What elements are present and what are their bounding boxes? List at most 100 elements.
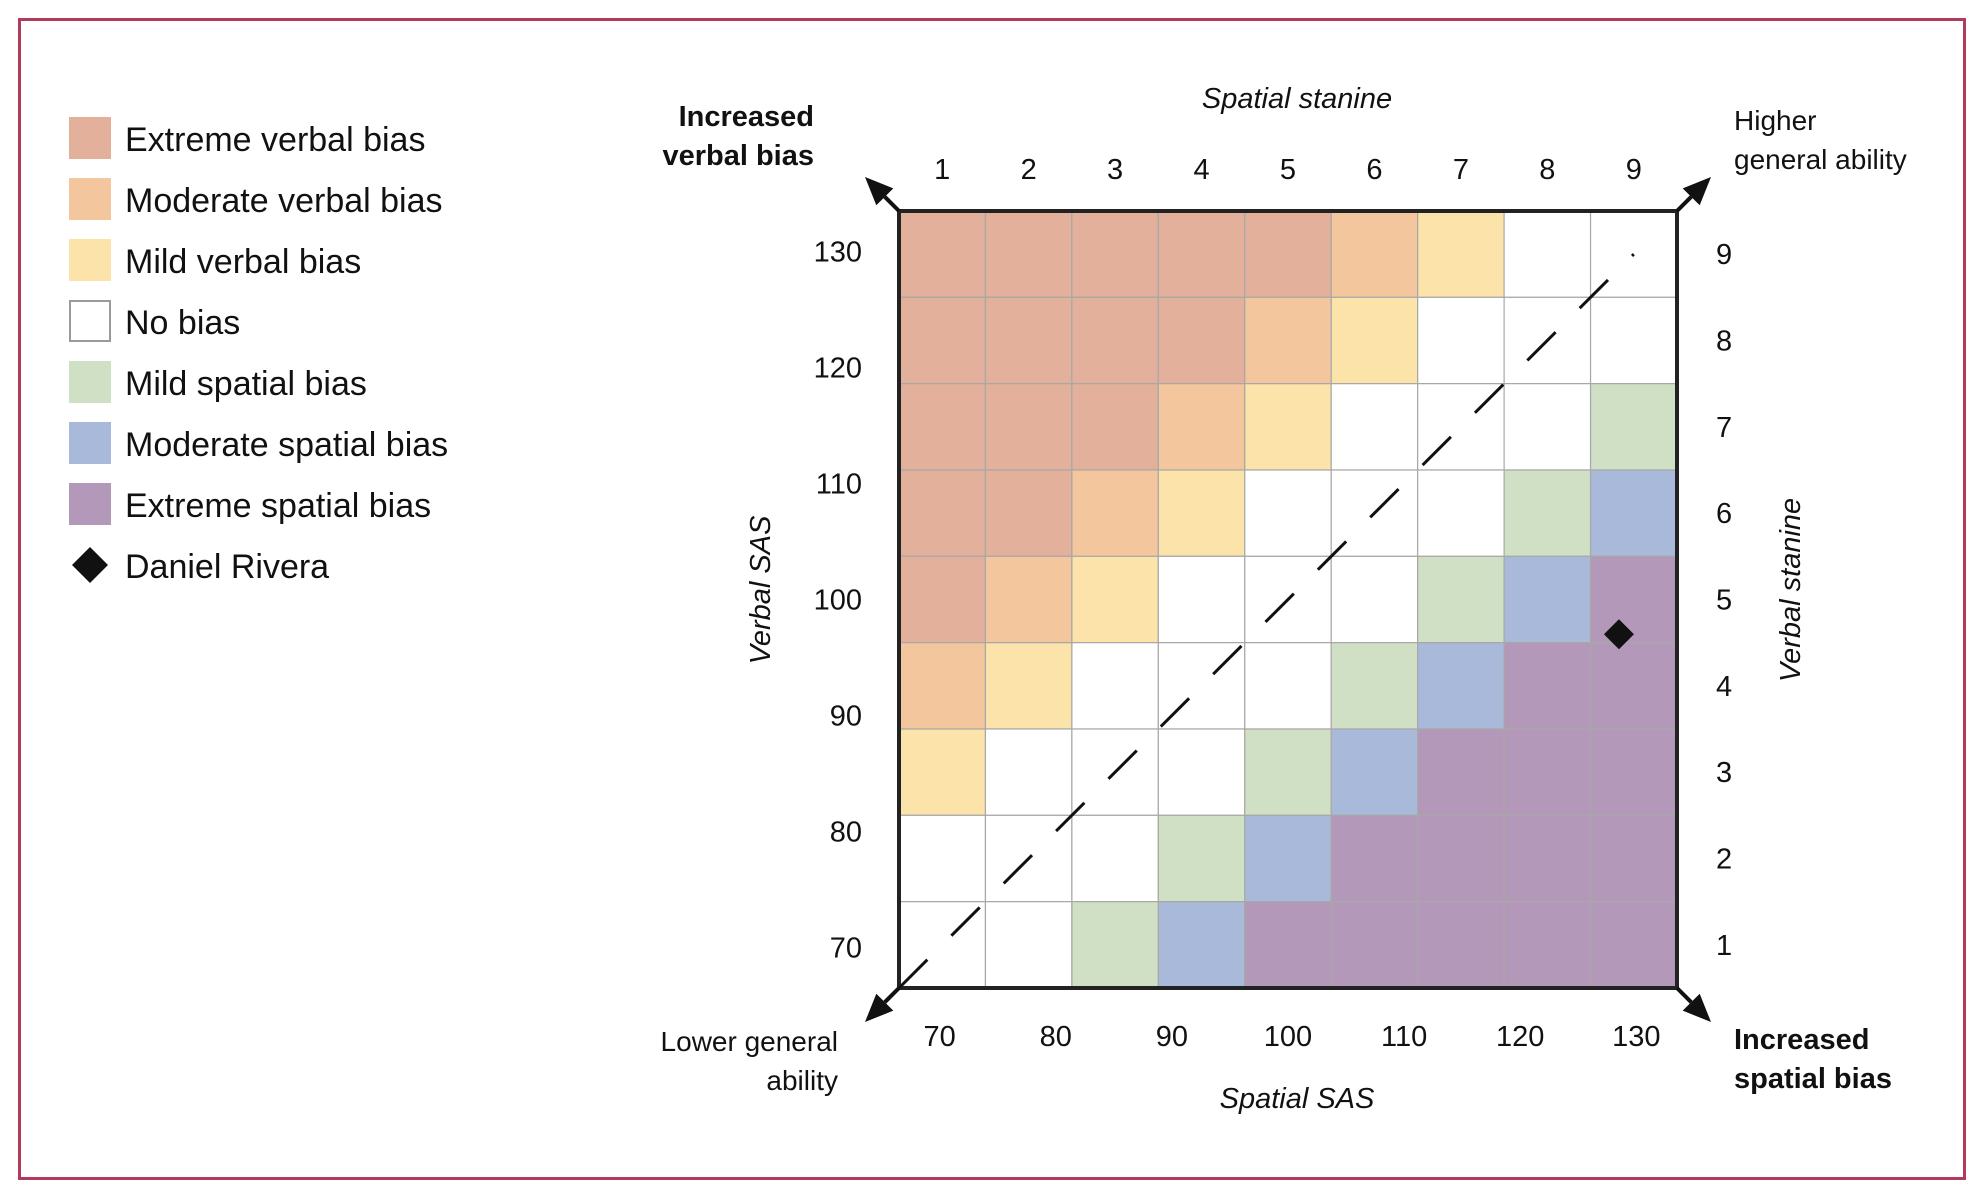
heatmap-cell	[984, 642, 1073, 730]
sas-tick-label: 130	[1612, 1021, 1660, 1053]
heatmap-cell	[1503, 469, 1592, 557]
legend-label: No bias	[125, 304, 241, 342]
legend-label: Daniel Rivera	[125, 548, 330, 586]
heatmap-cell	[1157, 383, 1246, 471]
heatmap-cell	[1589, 383, 1678, 471]
legend-swatch	[69, 117, 111, 159]
heatmap-cell	[1071, 642, 1159, 730]
heatmap-cell	[1589, 296, 1678, 385]
data-points	[1603, 619, 1634, 650]
heatmap-cell	[1071, 901, 1159, 989]
heatmap-cell	[898, 642, 987, 730]
corner-arrows	[865, 177, 1711, 1022]
stanine-tick-label: 1	[1716, 930, 1732, 962]
stanine-tick-label: 8	[1539, 154, 1555, 186]
sas-tick-label: 80	[830, 816, 862, 848]
legend-item-moderate-verbal: Moderate verbal bias	[69, 178, 549, 224]
corner-label-top-left-line2: verbal bias	[662, 140, 814, 172]
right-axis-label: Verbal stanine	[1775, 498, 1807, 682]
heatmap-cell	[1589, 469, 1678, 557]
stanine-tick-label: 5	[1716, 585, 1732, 617]
heatmap-cell	[984, 469, 1073, 557]
arrow-top-left	[865, 177, 901, 213]
heatmap-cell	[1244, 901, 1332, 989]
data-point-diamond	[1603, 619, 1634, 650]
sas-tick-label: 100	[1264, 1021, 1312, 1053]
plot-border	[897, 209, 1679, 990]
heatmap-cell	[1071, 814, 1159, 903]
corner-label-top-right-line1: Higher	[1734, 105, 1816, 136]
legend-swatch	[69, 483, 111, 525]
corner-label-top-left-line1: Increased	[679, 101, 814, 133]
heatmap-cell	[1244, 210, 1332, 298]
sas-tick-label: 90	[830, 700, 862, 732]
stanine-tick-label: 8	[1716, 326, 1732, 358]
stanine-tick-label: 2	[1716, 844, 1732, 876]
diamond-icon	[72, 547, 108, 583]
heatmap-cell	[1244, 642, 1332, 730]
legend-item-extreme-verbal: Extreme verbal bias	[69, 117, 549, 163]
heatmap-cell	[984, 383, 1073, 471]
legend-swatch	[69, 178, 111, 220]
heatmap-cell	[1244, 296, 1332, 385]
stanine-tick-label: 9	[1626, 154, 1642, 186]
stanine-tick-label: 6	[1716, 498, 1732, 530]
diagonal-dashed-line	[897, 253, 1635, 990]
heatmap-cell	[1417, 469, 1505, 557]
legend-swatch	[69, 300, 111, 342]
heatmap-cell	[1244, 383, 1332, 471]
heatmap-cell	[898, 728, 987, 816]
heatmap-cell	[1503, 383, 1592, 471]
sas-tick-label: 110	[1381, 1021, 1427, 1053]
legend-label: Mild verbal bias	[125, 243, 362, 281]
legend-item-moderate-spatial: Moderate spatial bias	[69, 422, 549, 468]
heatmap-cell	[1071, 469, 1159, 557]
stanine-tick-label: 9	[1716, 239, 1732, 271]
heatmap-cell	[898, 296, 987, 385]
sas-tick-label: 90	[1156, 1021, 1188, 1053]
heatmap-cell	[1330, 383, 1419, 471]
legend-swatch	[69, 361, 111, 403]
heatmap-cell	[1071, 210, 1159, 298]
heatmap-cell	[1157, 210, 1246, 298]
heatmap-cell	[1157, 728, 1246, 816]
heatmap-cell	[1330, 555, 1419, 644]
heatmap-cell	[898, 814, 987, 903]
heatmap-cell	[1157, 296, 1246, 385]
heatmap-cell	[1503, 901, 1592, 989]
stanine-tick-label: 3	[1107, 154, 1123, 186]
heatmap-cell	[984, 901, 1073, 989]
legend-item-mild-verbal: Mild verbal bias	[69, 239, 549, 285]
heatmap-cell	[984, 728, 1073, 816]
legend-item-extreme-spatial: Extreme spatial bias	[69, 483, 549, 529]
arrow-bottom-right	[1675, 986, 1711, 1022]
heatmap-cell	[1417, 210, 1505, 298]
corner-label-bottom-right-line2: spatial bias	[1734, 1063, 1892, 1095]
heatmap-cell	[898, 469, 987, 557]
legend-item-point: Daniel Rivera	[69, 544, 549, 590]
stanine-tick-label: 2	[1021, 154, 1037, 186]
sas-tick-label: 70	[924, 1021, 956, 1053]
heatmap-cell	[1417, 642, 1505, 730]
heatmap-cell	[898, 555, 987, 644]
heatmap-cell	[1589, 728, 1678, 816]
heatmap-cell	[1071, 383, 1159, 471]
arrow-bottom-left	[865, 986, 901, 1022]
heatmap-cell	[1330, 814, 1419, 903]
y-axis-label: Verbal SAS	[745, 515, 777, 664]
heatmap-cell	[1503, 728, 1592, 816]
heatmap-cell	[1417, 728, 1505, 816]
heatmap-cell	[1503, 814, 1592, 903]
legend-label: Extreme verbal bias	[125, 121, 426, 159]
heatmap-cell	[1157, 555, 1246, 644]
arrow-top-right	[1675, 177, 1711, 213]
heatmap-cell	[1330, 728, 1419, 816]
heatmap-cell	[1330, 296, 1419, 385]
legend-label: Moderate spatial bias	[125, 426, 449, 464]
heatmap-cell	[1244, 469, 1332, 557]
heatmap-cell	[1071, 555, 1159, 644]
heatmap-cell	[1157, 814, 1246, 903]
corner-label-bottom-left-line2: ability	[766, 1065, 838, 1096]
legend-label: Mild spatial bias	[125, 365, 367, 403]
heatmap-cell	[1417, 814, 1505, 903]
